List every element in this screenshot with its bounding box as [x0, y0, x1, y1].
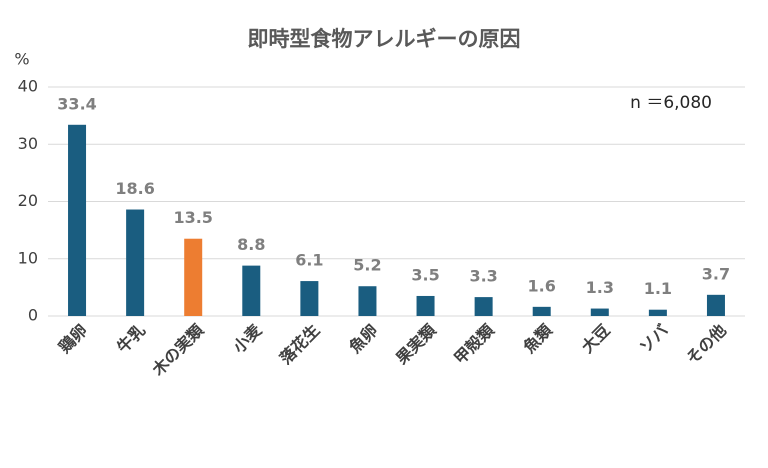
bar: [68, 124, 87, 316]
value-label: 13.5: [173, 208, 212, 227]
y-tick-label: 20: [18, 191, 38, 210]
value-label: 5.2: [353, 256, 381, 275]
bar: [590, 308, 609, 316]
annotation: n ＝6,080: [630, 93, 712, 113]
chart-title: 即時型食物アレルギーの原因: [248, 27, 521, 51]
value-label: 3.7: [702, 264, 730, 283]
value-label: 1.1: [644, 279, 672, 298]
bar: [242, 265, 261, 316]
value-label: 6.1: [295, 251, 323, 270]
y-tick-label: 30: [18, 134, 38, 153]
value-label: 1.3: [586, 278, 614, 297]
bar: [532, 306, 551, 316]
bar: [358, 286, 377, 316]
value-label: 3.5: [411, 265, 439, 284]
value-label: 1.6: [528, 276, 556, 295]
value-label: 8.8: [237, 235, 265, 254]
value-label: 3.3: [469, 267, 497, 286]
bar: [648, 309, 667, 316]
bar: [416, 295, 435, 316]
bar: [706, 294, 725, 316]
y-axis-label: %: [14, 50, 29, 69]
y-tick-label: 0: [28, 306, 38, 325]
value-label: 18.6: [115, 179, 154, 198]
bar: [184, 238, 203, 316]
y-tick-label: 10: [18, 248, 38, 267]
value-label: 33.4: [57, 94, 96, 113]
bar: [474, 297, 493, 316]
bar: [126, 209, 145, 316]
y-tick-label: 40: [18, 77, 38, 96]
bar: [300, 281, 319, 316]
